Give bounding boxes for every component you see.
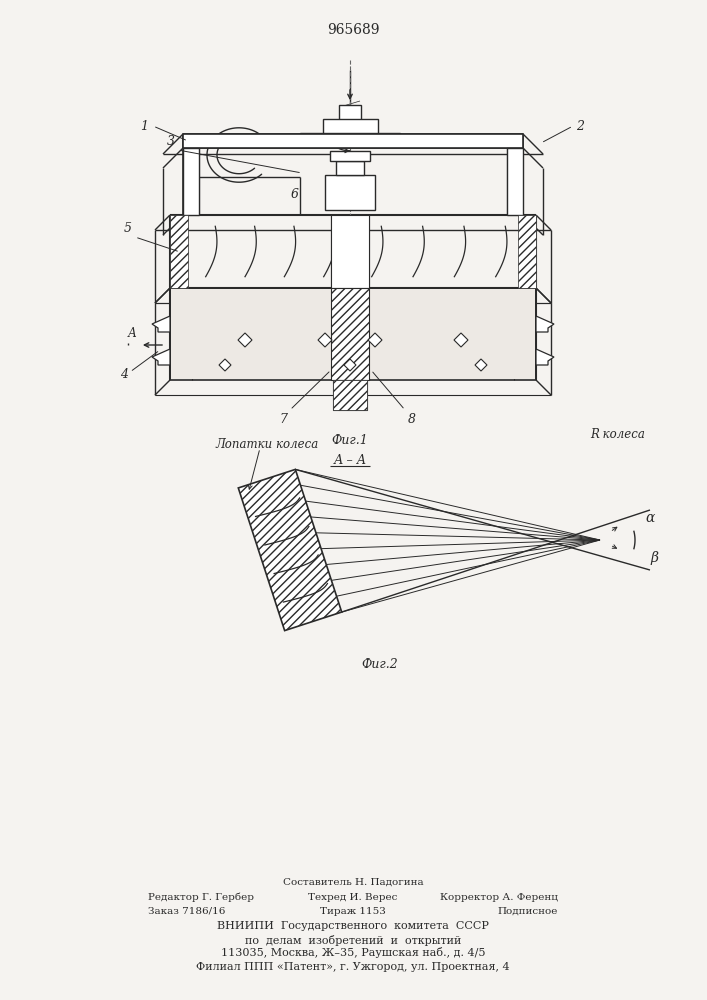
Bar <box>183 148 199 215</box>
Text: 5: 5 <box>124 222 132 235</box>
Polygon shape <box>238 469 341 631</box>
Polygon shape <box>344 359 356 371</box>
Text: 113035, Москва, Ж–35, Раушская наб., д. 4/5: 113035, Москва, Ж–35, Раушская наб., д. … <box>221 948 485 958</box>
Text: β: β <box>650 551 658 565</box>
Text: Филиал ППП «Патент», г. Ужгород, ул. Проектная, 4: Филиал ППП «Патент», г. Ужгород, ул. Про… <box>196 962 510 972</box>
Text: А – А: А – А <box>334 454 367 466</box>
Bar <box>507 148 523 215</box>
Polygon shape <box>454 333 468 347</box>
Bar <box>336 161 364 175</box>
Text: Фиг.1: Фиг.1 <box>332 434 368 446</box>
Polygon shape <box>152 349 170 365</box>
Text: 7: 7 <box>279 413 287 426</box>
Text: 1: 1 <box>140 119 148 132</box>
Polygon shape <box>475 359 487 371</box>
Polygon shape <box>536 316 554 332</box>
Polygon shape <box>318 333 332 347</box>
Text: ВНИИПИ  Государственного  комитета  СССР: ВНИИПИ Государственного комитета СССР <box>217 921 489 931</box>
Bar <box>183 134 523 148</box>
Bar <box>170 215 188 288</box>
Text: 3: 3 <box>167 135 175 148</box>
Text: −: − <box>206 136 216 146</box>
Bar <box>300 133 400 145</box>
Text: 8: 8 <box>408 413 416 426</box>
Text: Редактор Г. Гербер: Редактор Г. Гербер <box>148 892 254 902</box>
Polygon shape <box>238 333 252 347</box>
Bar <box>518 215 536 288</box>
Text: Составитель Н. Падогина: Составитель Н. Падогина <box>283 878 423 886</box>
Text: Лопатки колеса: Лопатки колеса <box>215 438 318 452</box>
Text: +: + <box>245 136 254 146</box>
Text: Заказ 7186/16: Заказ 7186/16 <box>148 906 226 916</box>
Text: +: + <box>226 136 235 146</box>
Polygon shape <box>219 359 231 371</box>
Text: 4: 4 <box>120 367 128 380</box>
Text: R колеса: R колеса <box>590 428 645 442</box>
Bar <box>339 105 361 133</box>
Text: по  делам  изобретений  и  открытий: по делам изобретений и открытий <box>245 934 461 946</box>
Text: 2: 2 <box>576 119 584 132</box>
Text: Подписное: Подписное <box>498 906 558 916</box>
Text: α: α <box>645 511 655 525</box>
Bar <box>171 289 535 379</box>
Polygon shape <box>368 333 382 347</box>
Bar <box>333 380 367 410</box>
Bar <box>323 119 378 133</box>
Bar <box>330 151 370 161</box>
Bar <box>331 215 369 288</box>
Bar <box>333 380 367 410</box>
Text: Фиг.2: Фиг.2 <box>361 658 398 672</box>
Polygon shape <box>536 349 554 365</box>
Text: Корректор А. Ференц: Корректор А. Ференц <box>440 892 558 902</box>
Text: 6: 6 <box>291 188 299 202</box>
Bar <box>331 288 369 380</box>
Text: Техред И. Верес: Техред И. Верес <box>308 892 397 902</box>
Bar <box>325 175 375 210</box>
Text: А: А <box>127 327 136 340</box>
Text: 965689: 965689 <box>327 23 379 37</box>
Polygon shape <box>152 316 170 332</box>
Text: Тираж 1153: Тираж 1153 <box>320 906 386 916</box>
